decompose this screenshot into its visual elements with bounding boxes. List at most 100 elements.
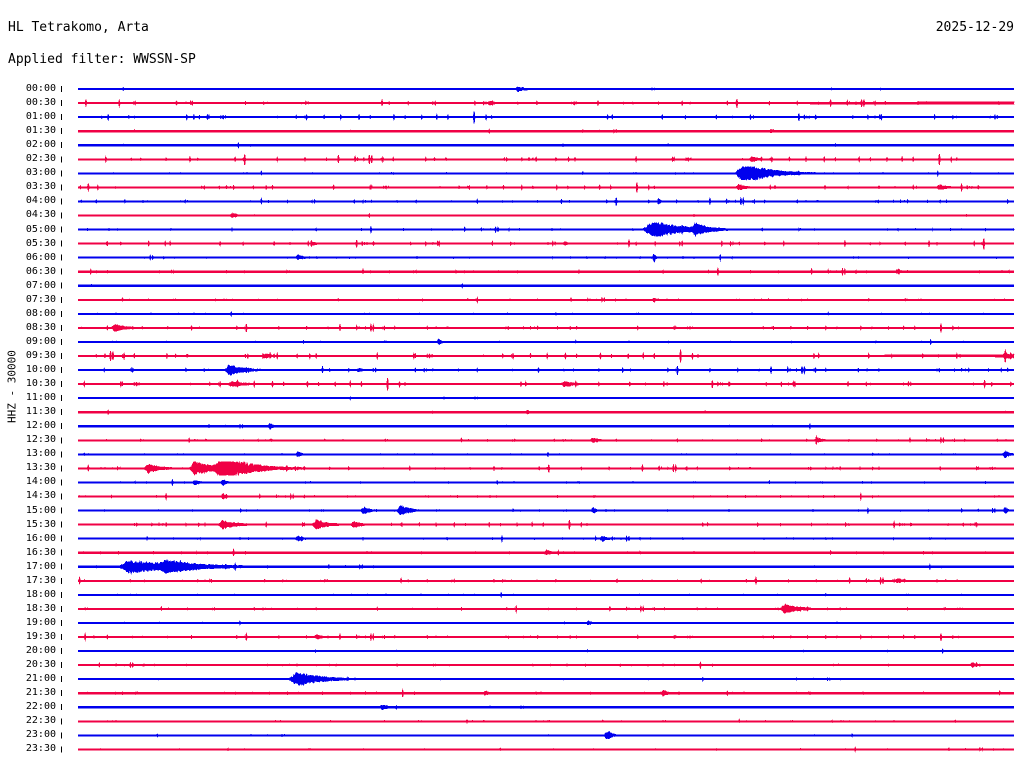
trace-row	[77, 434, 1015, 445]
time-label: 19:30	[25, 630, 56, 642]
row-tick	[61, 563, 63, 570]
row-tick	[61, 184, 63, 191]
time-label: 19:00	[25, 616, 56, 628]
trace-row	[77, 396, 1015, 401]
row-tick	[61, 437, 63, 444]
trace-row	[77, 746, 1015, 753]
time-label: 18:30	[25, 602, 56, 614]
time-label: 17:30	[25, 574, 56, 586]
time-label: 02:00	[25, 139, 56, 151]
time-label: 14:30	[25, 490, 56, 502]
trace-row	[77, 212, 1015, 219]
time-label: 03:00	[25, 167, 56, 179]
time-label: 16:00	[25, 532, 56, 544]
time-label: 22:30	[25, 715, 56, 727]
time-label: 13:30	[25, 462, 56, 474]
trace-row	[77, 534, 1015, 544]
trace-row	[77, 196, 1015, 206]
trace-row	[77, 648, 1015, 655]
trace-row	[77, 310, 1015, 318]
trace-row	[77, 660, 1015, 670]
row-tick	[61, 465, 63, 472]
time-label: 05:00	[25, 223, 56, 235]
row-tick	[61, 198, 63, 205]
trace-row	[77, 283, 1015, 289]
row-tick	[61, 268, 63, 275]
row-tick	[61, 310, 63, 317]
row-tick	[61, 591, 63, 598]
row-tick	[61, 254, 63, 261]
trace-row	[77, 348, 1015, 363]
time-label: 13:00	[25, 448, 56, 460]
time-label: 10:30	[25, 378, 56, 390]
trace-row	[77, 450, 1015, 459]
row-tick	[61, 367, 63, 373]
trace-row	[77, 632, 1015, 642]
row-tick	[61, 633, 63, 640]
time-label: 12:00	[25, 420, 56, 432]
trace-row	[77, 378, 1015, 391]
row-tick	[61, 549, 63, 556]
time-label: 23:30	[25, 743, 56, 755]
trace-row	[77, 409, 1015, 416]
time-label: 20:00	[25, 645, 56, 656]
time-label: 16:30	[25, 546, 56, 558]
trace-row	[77, 603, 1015, 614]
trace-row	[77, 111, 1015, 124]
row-tick	[61, 409, 63, 416]
row-tick	[61, 86, 63, 92]
row-tick	[61, 114, 63, 121]
row-tick	[61, 156, 63, 163]
trace-row	[77, 672, 1015, 687]
row-tick	[61, 662, 63, 669]
time-label: 08:00	[25, 307, 56, 319]
trace-row	[77, 688, 1015, 697]
trace-row	[77, 364, 1015, 376]
row-tick	[61, 507, 63, 514]
row-tick	[61, 479, 63, 486]
trace-row	[77, 548, 1015, 557]
trace-row	[77, 460, 1015, 477]
time-label: 01:30	[25, 125, 56, 137]
time-label: 07:30	[25, 293, 56, 305]
trace-row	[77, 505, 1015, 516]
trace-row	[77, 518, 1015, 530]
row-tick	[61, 142, 63, 149]
time-label: 09:30	[25, 349, 56, 361]
row-tick	[61, 648, 63, 654]
time-label: 17:00	[25, 560, 56, 572]
trace-row	[77, 322, 1015, 333]
trace-row	[77, 253, 1015, 263]
row-tick	[61, 619, 63, 626]
trace-row	[77, 165, 1015, 181]
row-tick	[61, 226, 63, 233]
trace-row	[77, 559, 1015, 575]
trace-row	[77, 182, 1015, 193]
time-label: 15:00	[25, 504, 56, 516]
trace-row	[77, 153, 1015, 166]
row-tick	[61, 170, 63, 177]
row-tick	[61, 128, 63, 135]
record-date: 2025-12-29	[935, 20, 1014, 35]
row-tick	[61, 535, 63, 542]
row-tick	[61, 395, 63, 402]
row-tick	[61, 605, 63, 612]
row-tick	[61, 704, 63, 711]
trace-row	[77, 730, 1015, 740]
time-label: 06:00	[25, 251, 56, 263]
row-tick	[61, 240, 63, 247]
row-tick	[61, 381, 63, 388]
row-tick	[61, 282, 63, 289]
trace-row	[77, 98, 1015, 108]
row-tick	[61, 746, 63, 753]
row-tick	[61, 690, 63, 697]
time-label: 14:00	[25, 476, 56, 488]
row-tick	[61, 451, 63, 458]
row-tick	[61, 324, 63, 331]
time-label: 00:00	[25, 83, 56, 94]
trace-row	[77, 718, 1015, 724]
trace-row	[77, 478, 1015, 487]
time-label: 03:30	[25, 181, 56, 193]
trace-row	[77, 238, 1015, 250]
